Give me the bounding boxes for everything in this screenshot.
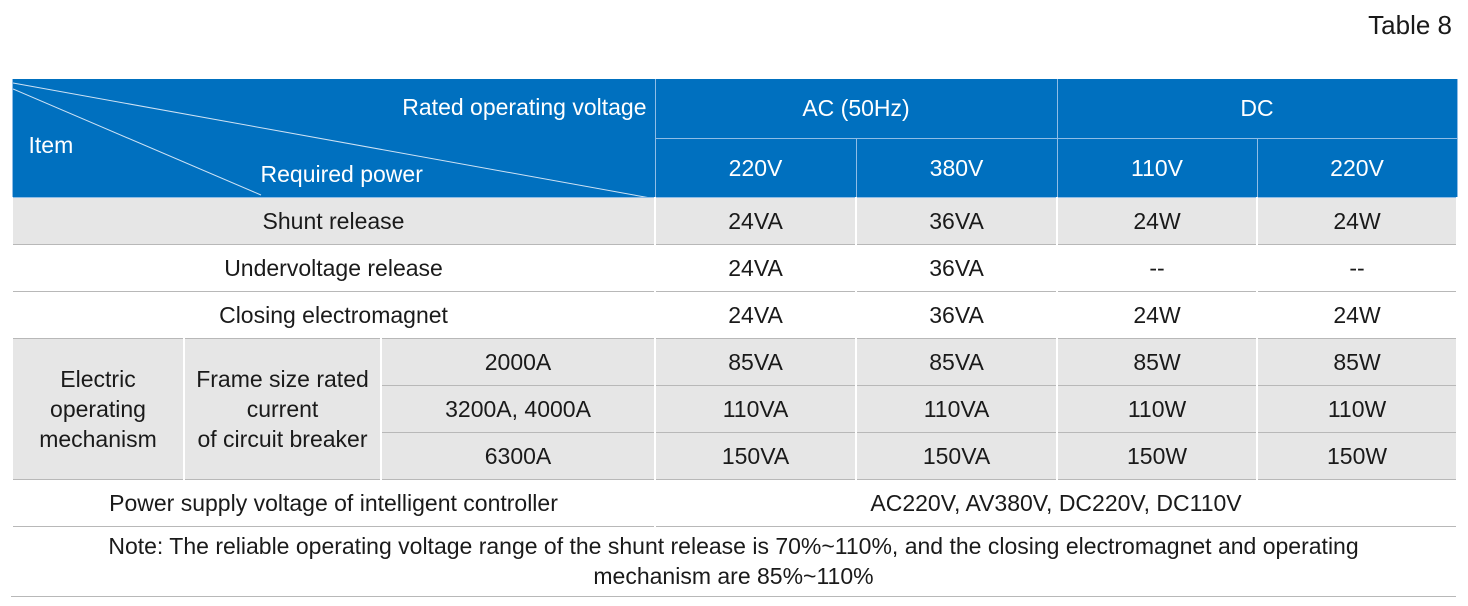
- diagonal-lines: [12, 82, 648, 197]
- table-cell: 110VA: [654, 385, 858, 433]
- table-cell: 85W: [1056, 338, 1259, 386]
- table-cell: --: [1056, 244, 1258, 292]
- table-cell: 24W: [1256, 291, 1459, 339]
- frame-size-value: 3200A, 4000A: [379, 385, 657, 433]
- table-row: Closing electromagnet 24VA 36VA 24W 24W: [10, 291, 1459, 339]
- table-cell: 110VA: [855, 385, 1059, 433]
- header-required-power-label: Required power: [260, 161, 423, 187]
- row-label-undervoltage-release: Undervoltage release: [10, 244, 657, 292]
- header-rated-voltage-label: Rated operating voltage: [402, 94, 647, 120]
- table-cell: 85VA: [855, 338, 1059, 386]
- note-line: Note: The reliable operating voltage ran…: [108, 533, 1359, 559]
- header-item-label: Item: [28, 132, 74, 158]
- table-cell: 150W: [1056, 432, 1259, 480]
- frame-size-label-line: current: [246, 395, 319, 422]
- mechanism-label-line: Electric: [60, 365, 136, 392]
- table-cell: 36VA: [855, 244, 1058, 292]
- frame-size-value: 2000A: [379, 338, 657, 386]
- table-cell: 24W: [1256, 197, 1459, 245]
- table-number-label: Table 8: [1368, 10, 1452, 40]
- header-dc-220v: 220V: [1256, 137, 1458, 198]
- table-row: 3200A, 4000A 110VA 110VA 110W 110W: [12, 385, 1459, 433]
- table-row: Power supply voltage of intelligent cont…: [10, 479, 1459, 527]
- frame-size-label-cell: Frame size rated current of circuit brea…: [183, 338, 382, 480]
- table-cell: 24W: [1056, 291, 1258, 339]
- table-cell: 150W: [1256, 432, 1459, 480]
- table-row: Shunt release 24VA 36VA 24W 24W: [10, 197, 1459, 245]
- table-cell: --: [1256, 244, 1459, 292]
- table-cell: 110W: [1256, 385, 1459, 433]
- header-dc-group: DC: [1056, 79, 1458, 139]
- table-cell: 24W: [1056, 197, 1259, 245]
- frame-size-label-line: Frame size rated: [196, 365, 369, 392]
- mechanism-label-cell: Electric operating mechanism: [11, 338, 185, 480]
- table-cell: 85W: [1256, 338, 1459, 386]
- bottom-rule: [11, 596, 1456, 597]
- table-cell: 110W: [1056, 385, 1259, 433]
- power-requirements-table: Item Rated operating voltage Required po…: [10, 79, 1459, 527]
- table-cell: 24VA: [654, 244, 857, 292]
- mechanism-label-line: mechanism: [39, 425, 157, 452]
- table-note: Note: The reliable operating voltage ran…: [11, 531, 1456, 591]
- header-ac-220v: 220V: [654, 137, 857, 198]
- table-cell: 85VA: [654, 338, 858, 386]
- table-cell: 36VA: [855, 197, 1059, 245]
- table-row: Electric operating mechanism Frame size …: [11, 338, 1459, 480]
- header-dc-110v: 110V: [1056, 137, 1258, 198]
- row-label-closing-electromagnet: Closing electromagnet: [10, 291, 657, 339]
- frame-size-value: 6300A: [379, 432, 657, 480]
- table-cell: 24VA: [654, 197, 858, 245]
- note-line: mechanism are 85%~110%: [593, 563, 874, 589]
- header-ac-group: AC (50Hz): [654, 79, 1058, 139]
- table-cell: 36VA: [855, 291, 1058, 339]
- frame-size-label-line: of circuit breaker: [197, 425, 368, 452]
- header-diagonal-cell: Item Rated operating voltage Required po…: [11, 79, 656, 198]
- row-label-controller-power: Power supply voltage of intelligent cont…: [10, 479, 657, 527]
- table-row: Undervoltage release 24VA 36VA -- --: [10, 244, 1459, 292]
- row-label-shunt-release: Shunt release: [10, 197, 657, 245]
- header-ac-380v: 380V: [855, 137, 1058, 198]
- mechanism-label-line: operating: [50, 395, 146, 422]
- table-cell: 150VA: [654, 432, 858, 480]
- controller-voltage-value: AC220V, AV380V, DC220V, DC110V: [654, 479, 1459, 527]
- table-cell: 24VA: [654, 291, 857, 339]
- header-row-voltages: 220V 380V 110V 220V: [12, 137, 1458, 198]
- table-row: 6300A 150VA 150VA 150W 150W: [12, 432, 1459, 480]
- table-cell: 150VA: [855, 432, 1059, 480]
- header-row-voltage-groups: Item Rated operating voltage Required po…: [11, 79, 1458, 198]
